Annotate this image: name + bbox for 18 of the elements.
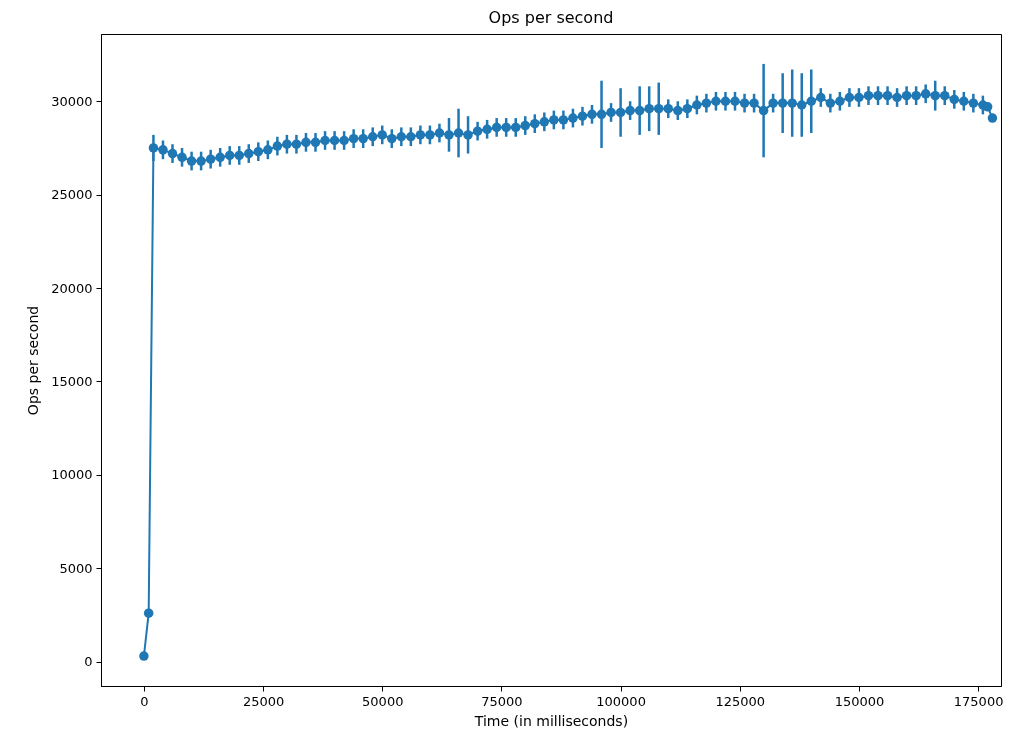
x-tick-label: 150000 xyxy=(834,693,885,709)
x-axis-title: Time (in milliseconds) xyxy=(473,712,629,729)
y-tick-label: 15000 xyxy=(51,373,93,389)
y-tick-label: 20000 xyxy=(51,280,93,296)
y-tick-label: 30000 xyxy=(51,93,93,109)
y-tick-label: 0 xyxy=(84,654,93,670)
y-tick-label: 10000 xyxy=(51,467,93,483)
x-tick-label: 75000 xyxy=(481,693,523,709)
chart-title: Ops per second xyxy=(488,8,614,27)
x-tick-label: 50000 xyxy=(362,693,404,709)
x-tick-label: 125000 xyxy=(715,693,766,709)
y-tick-label: 5000 xyxy=(59,560,93,576)
x-tick-label: 100000 xyxy=(596,693,646,709)
x-tick-label: 25000 xyxy=(242,693,285,709)
x-tick-label: 175000 xyxy=(953,693,1004,709)
y-axis-title: Ops per second xyxy=(25,305,42,416)
x-tick-label: 0 xyxy=(140,693,149,709)
y-tick-label: 25000 xyxy=(51,187,93,203)
